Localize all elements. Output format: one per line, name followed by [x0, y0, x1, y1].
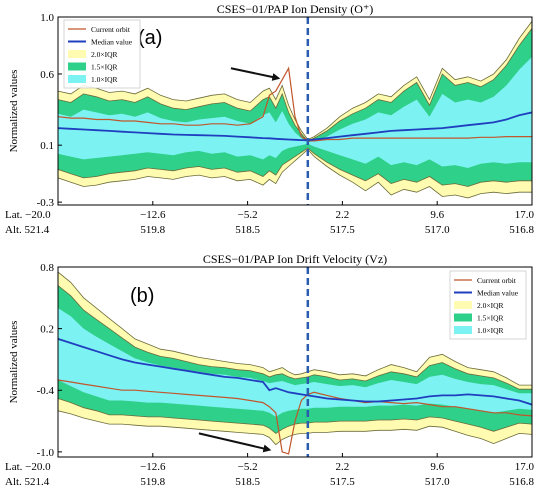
y-tick-label: -0.4	[37, 385, 55, 397]
annotation-arrow	[198, 432, 272, 453]
x-tick-label-alt: 519.8	[140, 476, 165, 488]
boundary-line	[58, 285, 532, 390]
legend-swatch	[454, 313, 472, 322]
chart-a-annotation-arrow	[230, 67, 281, 81]
x-tick-label-lat: 9.6	[430, 461, 444, 473]
band-1iqr	[58, 308, 532, 417]
x-tick-label-alt: 517.0	[425, 224, 450, 236]
chart-b-x-axis: Lat. −20.0 Alt. 521.4 −12.6 519.8 −5.2 518.5 2…	[5, 453, 535, 488]
y-tick-label: 0.2	[40, 324, 54, 336]
y-tick-label: 0.6	[40, 69, 54, 81]
series-current-orbit	[58, 379, 532, 455]
legend-swatch	[454, 301, 472, 309]
chart-panel-b: CSES−01/PAP Ion Drift Velocity (Vz) 0.80…	[5, 252, 535, 488]
chart-a-y-axis: 1.0 0.6 0.1 -0.3	[37, 12, 62, 209]
x-tick-label-lat: 2.2	[336, 461, 350, 473]
boundary-line	[58, 148, 532, 199]
x-tick-label-lat: Lat. −20.0	[5, 461, 51, 473]
legend-swatch	[68, 50, 86, 58]
y-tick-label: 0.8	[40, 262, 54, 274]
series-median	[58, 338, 532, 406]
x-tick-label-alt: Alt. 521.4	[5, 224, 50, 236]
chart-b-frame	[57, 266, 533, 458]
chart-b-legend: Current orbit Median value 2.0×IQR 1.5×IQR 1…	[449, 270, 527, 340]
legend-label: Current orbit	[91, 25, 131, 34]
legend-label: Current orbit	[477, 276, 517, 285]
x-tick-label-lat: Lat. −20.0	[5, 209, 51, 221]
y-tick-label: -1.0	[37, 447, 55, 459]
boundary-line	[58, 28, 532, 142]
boundary-line	[58, 398, 532, 434]
x-tick-label-alt: 517.0	[425, 476, 450, 488]
legend-label: Median value	[477, 289, 519, 298]
legend-label: 2.0×IQR	[477, 301, 504, 310]
legend-label: 1.0×IQR	[477, 326, 504, 335]
chart-a-frame	[57, 16, 533, 206]
x-tick-label-lat: 17.0	[515, 209, 535, 221]
y-tick-label: -0.3	[37, 197, 55, 209]
x-tick-label-alt: Alt. 521.4	[5, 476, 50, 488]
chart-a-legend: Current orbit Median value 2.0×IQR 1.5×IQR 1…	[63, 19, 141, 89]
chart-b-panel-label: (b)	[130, 285, 154, 307]
y-tick-label: 1.0	[40, 12, 54, 24]
x-tick-label-lat: 9.6	[430, 209, 444, 221]
chart-a-x-axis: Lat. −20.0 Alt. 521.4 −12.6 519.8 −5.2 518.5 2…	[5, 201, 535, 236]
annotation-arrow	[230, 67, 281, 81]
x-tick-label-alt: 518.5	[235, 224, 260, 236]
chart-panel-a: CSES−01/PAP Ion Density (O⁺) 1.0 0.6 0.1 -0…	[5, 2, 535, 236]
x-tick-label-lat: −12.6	[140, 209, 166, 221]
chart-a-title: CSES−01/PAP Ion Density (O⁺)	[217, 2, 374, 16]
x-tick-label-lat: −12.6	[140, 461, 166, 473]
chart-b-annotation-arrow	[198, 432, 272, 453]
chart-a-ylabel: Normalized values	[8, 70, 20, 153]
legend-label: 1.5×IQR	[91, 63, 118, 72]
x-tick-label-lat: 2.2	[336, 209, 350, 221]
legend-label: 2.0×IQR	[91, 50, 118, 59]
legend-label: Median value	[91, 38, 133, 47]
legend-swatch	[68, 62, 86, 71]
x-tick-label-lat: 17.0	[515, 461, 535, 473]
series-median	[58, 111, 532, 142]
series-current-orbit	[58, 66, 532, 142]
x-tick-label-lat: −5.2	[238, 461, 258, 473]
chart-a-bands	[58, 17, 532, 205]
chart-a-panel-label: (a)	[138, 27, 162, 49]
x-tick-label-lat: −5.2	[238, 209, 258, 221]
boundary-line	[58, 271, 532, 386]
chart-b-y-axis: 0.8 0.2 -0.4 -1.0	[37, 262, 62, 459]
band-1iqr	[58, 56, 532, 168]
legend-swatch	[68, 75, 86, 83]
y-tick-label: 0.1	[40, 140, 54, 152]
legend-label: 1.5×IQR	[477, 314, 504, 323]
legend-swatch	[454, 326, 472, 334]
chart-b-title: CSES−01/PAP Ion Drift Velocity (Vz)	[203, 252, 387, 266]
x-tick-label-alt: 516.8	[509, 476, 534, 488]
x-tick-label-alt: 517.5	[330, 224, 355, 236]
boundary-line	[58, 21, 532, 140]
boundary-line	[58, 147, 532, 187]
x-tick-label-alt: 516.8	[509, 224, 534, 236]
legend-label: 1.0×IQR	[91, 75, 118, 84]
x-tick-label-alt: 517.5	[330, 476, 355, 488]
x-tick-label-alt: 518.5	[235, 476, 260, 488]
chart-b-bands	[58, 267, 532, 457]
x-tick-label-alt: 519.8	[140, 224, 165, 236]
chart-b-ylabel: Normalized values	[8, 321, 20, 404]
